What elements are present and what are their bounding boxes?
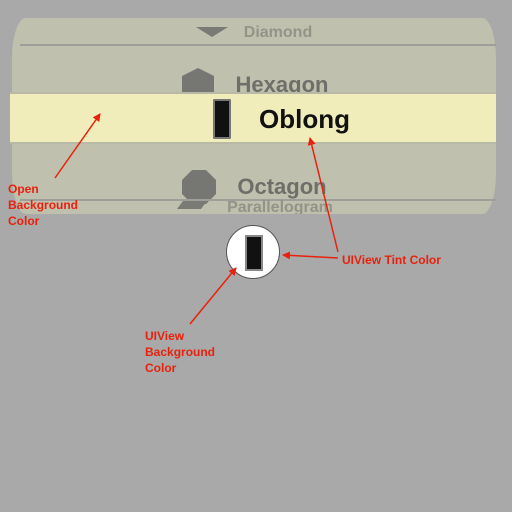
picker-row-label: Octagon bbox=[237, 174, 327, 199]
oblong-icon bbox=[213, 99, 231, 139]
picker-divider bbox=[20, 199, 496, 201]
parallelogram-icon bbox=[177, 201, 208, 209]
annotation-open-background: Open Background Color bbox=[8, 182, 79, 228]
arrow-open-background bbox=[54, 113, 101, 179]
picker-row-oblong-selected[interactable]: Oblong bbox=[10, 92, 496, 144]
annotation-tint-color: UIView Tint Color bbox=[342, 253, 441, 267]
picker-row-octagon[interactable]: Octagon bbox=[10, 165, 496, 209]
picker-row-diamond[interactable]: Diamond bbox=[10, 24, 496, 56]
picker-row-label: Diamond bbox=[243, 24, 313, 41]
octagon-icon bbox=[182, 170, 217, 204]
annotation-view-background: UIView Background Color bbox=[145, 329, 216, 375]
picker-row-label: Parallelogram bbox=[227, 199, 333, 214]
picker-row-parallelogram[interactable]: Parallelogram bbox=[10, 199, 496, 214]
arrow-view-background bbox=[189, 267, 237, 325]
shape-picker[interactable]: Diamond Hexagon Oblong Octagon Parallelo… bbox=[10, 18, 496, 214]
arrow-tint-to-indicator bbox=[282, 251, 339, 260]
arrow-tint-to-label bbox=[307, 137, 339, 253]
oblong-indicator-icon bbox=[245, 235, 263, 271]
picker-divider bbox=[20, 44, 496, 46]
picker-selected-label: Oblong bbox=[259, 104, 350, 134]
diamond-icon bbox=[195, 27, 228, 37]
